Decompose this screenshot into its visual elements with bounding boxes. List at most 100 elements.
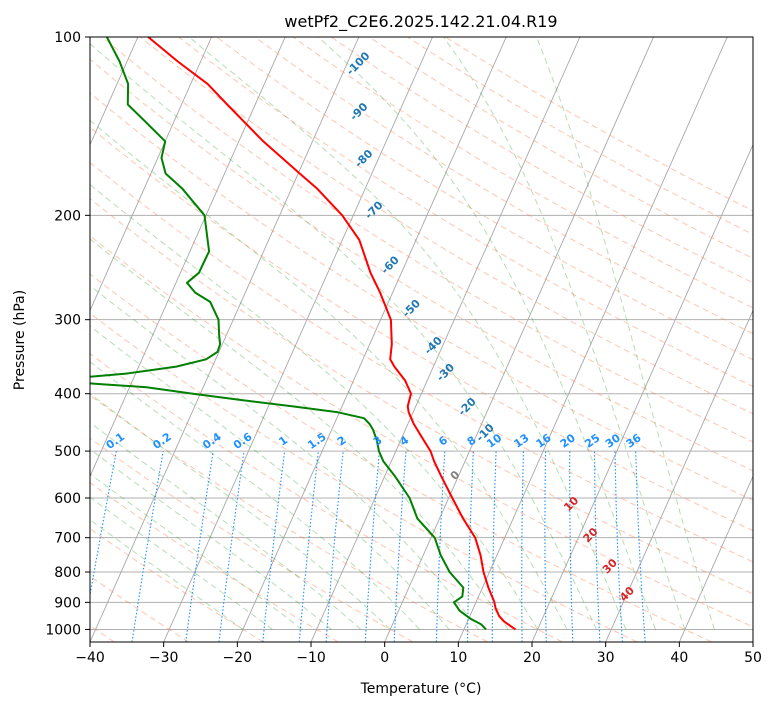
temperature-profile-line bbox=[147, 37, 517, 631]
mixing-ratio-label: 30 bbox=[603, 431, 623, 451]
dry-adiabat-line bbox=[90, 353, 563, 642]
moist-adiabat-line bbox=[90, 361, 421, 630]
dry-adiabat-line bbox=[90, 58, 753, 472]
mixing-ratio-line bbox=[435, 451, 446, 642]
dry-adiabat-label: -90 bbox=[347, 100, 370, 123]
mixing-ratio-label: 2 bbox=[335, 434, 349, 449]
mixing-ratio-line bbox=[491, 451, 497, 642]
x-tick-label: −20 bbox=[223, 650, 253, 666]
dry-adiabat-line bbox=[90, 312, 638, 642]
mixing-ratio-line bbox=[635, 451, 646, 642]
isotherm-line bbox=[605, 309, 753, 642]
chart-title: wetPf2_C2E6.2025.142.21.04.R19 bbox=[284, 12, 557, 32]
dry-adiabat-line bbox=[292, 37, 753, 309]
dry-adiabat-line bbox=[90, 92, 753, 501]
dry-adiabat-label: -80 bbox=[352, 147, 375, 170]
moist-adiabat-line bbox=[188, 37, 627, 630]
isotherm-line bbox=[310, 37, 581, 642]
mixing-ratio-label: 36 bbox=[624, 431, 644, 451]
dry-adiabat-line bbox=[90, 437, 414, 642]
moist-adiabat-line bbox=[90, 119, 568, 630]
x-axis-label: Temperature (°C) bbox=[360, 681, 482, 697]
moist-adiabat-line bbox=[90, 496, 273, 630]
dry-adiabat-line bbox=[330, 37, 753, 284]
dry-adiabat-line bbox=[445, 37, 753, 212]
x-tick-label: 0 bbox=[380, 650, 389, 666]
mixing-ratio-line bbox=[185, 451, 214, 642]
mixing-ratio-line bbox=[90, 450, 117, 599]
y-tick-label: 200 bbox=[54, 208, 81, 224]
x-tick-label: 10 bbox=[449, 650, 467, 666]
moist-adiabat-line bbox=[90, 325, 450, 630]
x-tick-label: −40 bbox=[75, 650, 105, 666]
moist-adiabat-line bbox=[90, 393, 391, 630]
mixing-ratio-label: 6 bbox=[436, 433, 450, 448]
mixing-ratio-label: 1 bbox=[276, 434, 290, 449]
dewpoint-profile-line bbox=[90, 37, 487, 631]
dry-adiabat-label: -70 bbox=[362, 198, 385, 221]
mixing-ratio-line bbox=[325, 451, 344, 642]
mixing-ratio-label: 0.1 bbox=[104, 430, 127, 452]
isotherm-line bbox=[90, 37, 139, 146]
y-tick-label: 400 bbox=[54, 387, 81, 403]
moist-adiabat-line bbox=[442, 37, 686, 630]
mixing-ratio-line bbox=[521, 451, 524, 642]
isotherm-line bbox=[236, 37, 507, 642]
moist-adiabat-label: 10 bbox=[561, 494, 581, 514]
isotherm-line bbox=[163, 37, 433, 642]
mixing-ratio-line bbox=[298, 451, 319, 642]
dry-adiabat-line bbox=[90, 161, 753, 563]
x-tick-label: 30 bbox=[597, 650, 615, 666]
dry-adiabat-label: -20 bbox=[456, 395, 479, 418]
moist-adiabat-line bbox=[317, 37, 656, 630]
isotherm-line bbox=[678, 475, 753, 642]
dry-adiabat-label: -50 bbox=[400, 297, 423, 320]
x-tick-label: −10 bbox=[296, 650, 326, 666]
dry-adiabat-label: -30 bbox=[434, 361, 457, 384]
isotherm-line bbox=[531, 143, 753, 642]
isotherm-line bbox=[90, 37, 360, 642]
mixing-ratio-line bbox=[544, 451, 547, 642]
mixing-ratio-line bbox=[569, 451, 574, 642]
mixing-ratio-label: 20 bbox=[558, 431, 578, 451]
mixing-ratio-label: 4 bbox=[398, 433, 412, 448]
dry-adiabat-line bbox=[101, 37, 753, 443]
isotherm-line bbox=[0, 37, 64, 642]
dry-adiabat-line bbox=[90, 198, 753, 595]
mixing-ratio-label: 0.6 bbox=[231, 430, 255, 452]
moist-adiabat-label: 20 bbox=[581, 525, 601, 545]
moist-adiabat-line bbox=[90, 284, 479, 630]
y-tick-label: 300 bbox=[54, 313, 81, 329]
moist-adiabat-line bbox=[90, 421, 362, 630]
isotherm-zero-label: 0 bbox=[448, 468, 463, 483]
mixing-ratio-label: 1.5 bbox=[305, 430, 328, 452]
mixing-ratio-line bbox=[614, 451, 623, 642]
x-tick-label: 20 bbox=[523, 650, 541, 666]
mixing-ratio-line bbox=[218, 451, 245, 642]
mixing-ratio-line bbox=[364, 451, 380, 642]
isotherm-line bbox=[384, 37, 654, 642]
isotherm-line bbox=[457, 37, 728, 642]
isotherm-line bbox=[752, 640, 753, 642]
y-tick-label: 700 bbox=[54, 531, 81, 547]
x-tick-label: 50 bbox=[744, 650, 762, 666]
x-tick-label: 40 bbox=[670, 650, 688, 666]
y-tick-label: 900 bbox=[54, 595, 81, 611]
moist-adiabat-label: 40 bbox=[617, 584, 637, 604]
moist-adiabat-line bbox=[90, 183, 539, 630]
dry-adiabat-line bbox=[90, 575, 190, 642]
dry-adiabat-line bbox=[90, 235, 753, 628]
dry-adiabat-line bbox=[90, 273, 712, 642]
axis-layer: −40 −30 −20 −10 0 10 20 30 40 5010009008007006005… bbox=[45, 30, 762, 666]
dry-adiabat-line bbox=[216, 37, 753, 361]
dry-adiabat-label: -100 bbox=[344, 49, 373, 78]
isotherm-line bbox=[90, 37, 286, 478]
y-tick-label: 100 bbox=[54, 30, 81, 46]
mixing-ratio-line bbox=[393, 451, 407, 642]
y-tick-label: 800 bbox=[54, 565, 81, 581]
isotherm-line bbox=[90, 37, 212, 312]
mixing-ratio-label: 13 bbox=[512, 431, 532, 450]
series-layer bbox=[90, 37, 517, 631]
moist-adiabat-line bbox=[90, 42, 597, 630]
